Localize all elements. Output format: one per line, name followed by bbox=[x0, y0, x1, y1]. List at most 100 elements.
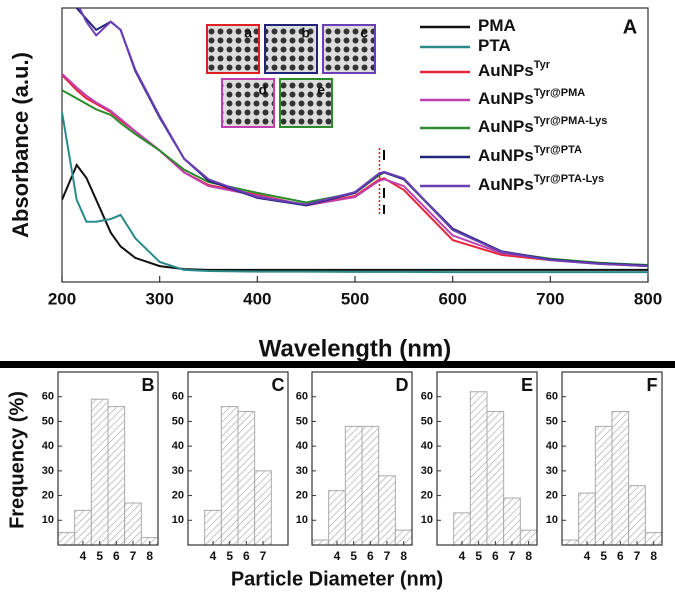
data-line bbox=[62, 111, 648, 274]
legend-label: AuNPsTyr@PMA bbox=[478, 87, 585, 109]
panel-label: E bbox=[521, 375, 533, 395]
histogram-bar bbox=[578, 492, 596, 546]
y-tick-label: 60 bbox=[546, 391, 558, 403]
legend-name: AuNPs bbox=[478, 117, 534, 136]
histogram-bar bbox=[486, 411, 505, 546]
data-line bbox=[78, 8, 648, 268]
x-tick-label: 7 bbox=[384, 549, 391, 563]
histogram-bar bbox=[561, 539, 580, 546]
y-tick-label: 40 bbox=[296, 440, 308, 452]
histogram-bar bbox=[237, 411, 256, 546]
y-tick-label: 60 bbox=[421, 391, 433, 403]
inset-image bbox=[322, 24, 376, 74]
x-tick-label: 8 bbox=[146, 549, 153, 563]
y-tick-label: 60 bbox=[296, 391, 308, 403]
legend-name: AuNPs bbox=[478, 146, 534, 165]
inset-label: d bbox=[258, 82, 267, 98]
y-tick-label: 40 bbox=[546, 440, 558, 452]
inset-image bbox=[206, 24, 260, 74]
y-tick-label: 20 bbox=[42, 489, 54, 501]
x-tick-label: 5 bbox=[475, 549, 482, 563]
y-tick-label: 40 bbox=[42, 440, 54, 452]
histogram-bar bbox=[453, 512, 471, 546]
histogram-bar bbox=[107, 406, 126, 546]
y-tick-label: 10 bbox=[172, 514, 184, 526]
histogram-bar bbox=[628, 485, 646, 546]
x-tick-label: 5 bbox=[96, 549, 103, 563]
inset-label: e bbox=[317, 82, 325, 98]
x-tick-label: 7 bbox=[509, 549, 516, 563]
legend-name: PTA bbox=[478, 36, 511, 55]
x-tick-label: 700 bbox=[536, 289, 564, 308]
data-line bbox=[62, 163, 648, 271]
panel-frame bbox=[57, 371, 159, 546]
x-tick-label: 800 bbox=[634, 289, 662, 308]
legend-name: AuNPs bbox=[478, 61, 534, 80]
y-tick-label: 40 bbox=[421, 440, 433, 452]
legend-name: PMA bbox=[478, 16, 516, 35]
inset-label: c bbox=[360, 25, 368, 41]
histogram-bar bbox=[469, 391, 488, 546]
y-tick-label: 30 bbox=[421, 465, 433, 477]
y-tick-label: 30 bbox=[546, 465, 558, 477]
inset-image bbox=[264, 24, 318, 74]
y-axis-title: Absorbance (a.u.) bbox=[8, 52, 33, 238]
legend-superscript: Tyr bbox=[534, 59, 551, 71]
legend-label: PTA bbox=[478, 36, 511, 55]
y-tick-label: 10 bbox=[296, 514, 308, 526]
y-tick-label: 50 bbox=[421, 415, 433, 427]
legend-label: AuNPsTyr@PTA bbox=[478, 144, 582, 166]
insets: a b c d e bbox=[206, 24, 376, 128]
panel-label: D bbox=[396, 375, 409, 395]
x-tick-label: 6 bbox=[113, 549, 120, 563]
legend-label: AuNPsTyr@PMA-Lys bbox=[478, 115, 607, 137]
inset-label: a bbox=[244, 25, 252, 41]
x-tick-label: 5 bbox=[600, 549, 607, 563]
panel-frame bbox=[311, 371, 413, 546]
data-line bbox=[62, 73, 648, 267]
histogram-bar bbox=[378, 475, 396, 546]
histogram-bar bbox=[611, 411, 630, 546]
y-tick-label: 10 bbox=[42, 514, 54, 526]
x-tick-label: 600 bbox=[438, 289, 466, 308]
panel-label: A bbox=[623, 16, 637, 38]
x-tick-label: 4 bbox=[584, 549, 591, 563]
histogram-bar bbox=[311, 539, 330, 546]
y-tick-label: 20 bbox=[296, 489, 308, 501]
legend-superscript: Tyr@PTA bbox=[534, 144, 582, 156]
legend-name: AuNPs bbox=[478, 175, 534, 194]
histogram-bar bbox=[57, 532, 76, 546]
y-tick-label: 40 bbox=[172, 440, 184, 452]
y-tick-label: 20 bbox=[421, 489, 433, 501]
y-tick-label: 30 bbox=[172, 465, 184, 477]
y-tick-label: 60 bbox=[42, 391, 54, 403]
panel-frame bbox=[187, 371, 289, 546]
legend-label: AuNPsTyr bbox=[478, 59, 551, 81]
x-tick-label: 5 bbox=[226, 549, 233, 563]
x-tick-label: 6 bbox=[492, 549, 499, 563]
panel-label: C bbox=[272, 375, 285, 395]
x-tick-label: 4 bbox=[459, 549, 466, 563]
x-axis-title: Wavelength (nm) bbox=[259, 335, 451, 362]
data-line bbox=[62, 74, 648, 268]
x-tick-label: 6 bbox=[367, 549, 374, 563]
x-tick-label: 400 bbox=[243, 289, 271, 308]
histogram-bar bbox=[328, 490, 346, 546]
histogram-bar bbox=[204, 509, 222, 546]
inset-image bbox=[221, 78, 275, 128]
legend-label: PMA bbox=[478, 16, 516, 35]
x-tick-label: 7 bbox=[260, 549, 267, 563]
histogram-bar bbox=[74, 509, 92, 546]
y-tick-label: 50 bbox=[42, 415, 54, 427]
x-tick-label: 500 bbox=[341, 289, 369, 308]
histogram-bar bbox=[124, 502, 142, 546]
legend-label: AuNPsTyr@PTA-Lys bbox=[478, 173, 604, 195]
x-tick-label: 5 bbox=[350, 549, 357, 563]
y-tick-label: 20 bbox=[172, 489, 184, 501]
x-tick-label: 7 bbox=[634, 549, 641, 563]
histogram-bar bbox=[90, 398, 109, 546]
y-axis-title: Frequency (%) bbox=[6, 391, 28, 529]
x-tick-label: 300 bbox=[145, 289, 173, 308]
separator bbox=[0, 361, 675, 368]
